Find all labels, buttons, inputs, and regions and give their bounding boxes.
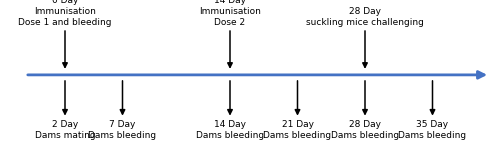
- Text: 2 Day
Dams mating: 2 Day Dams mating: [34, 120, 96, 140]
- Text: 28 Day
Dams bleeding: 28 Day Dams bleeding: [331, 120, 399, 140]
- Text: 7 Day
Dams bleeding: 7 Day Dams bleeding: [88, 120, 156, 140]
- Text: 21 Day
Dams bleeding: 21 Day Dams bleeding: [264, 120, 332, 140]
- Text: 35 Day
Dams bleeding: 35 Day Dams bleeding: [398, 120, 466, 140]
- Text: 14 Day
Dams bleeding: 14 Day Dams bleeding: [196, 120, 264, 140]
- Text: 14 Day
Immunisation
Dose 2: 14 Day Immunisation Dose 2: [199, 0, 261, 27]
- Text: 28 Day
suckling mice challenging: 28 Day suckling mice challenging: [306, 7, 424, 27]
- Text: 0 Day
Immunisation
Dose 1 and bleeding: 0 Day Immunisation Dose 1 and bleeding: [18, 0, 112, 27]
